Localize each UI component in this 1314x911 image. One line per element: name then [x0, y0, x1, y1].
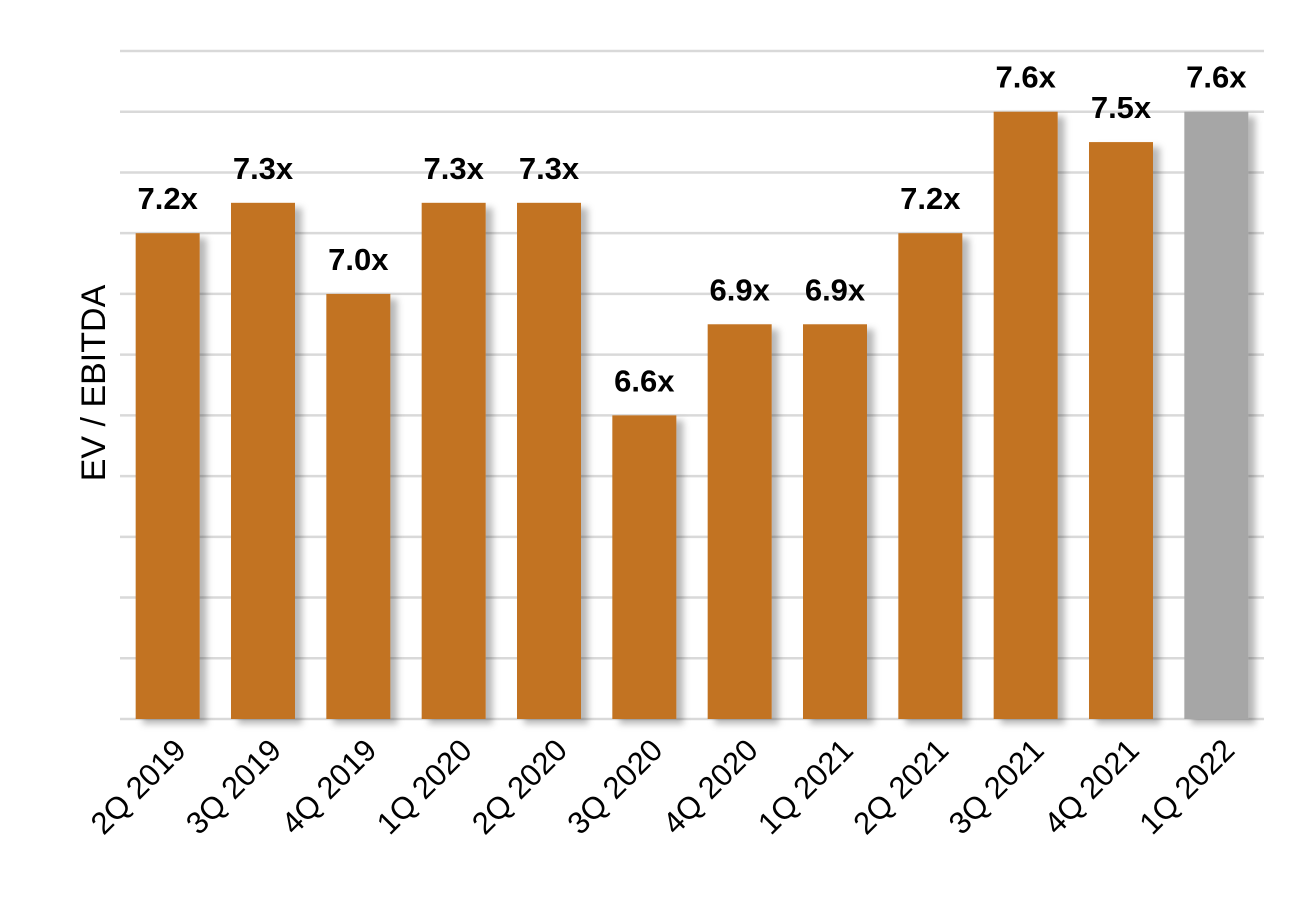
x-tick-label: 3Q 2021: [942, 732, 1051, 841]
x-tick-label: 4Q 2019: [274, 732, 383, 841]
data-labels: 7.2x 7.3x 7.0x 7.3x 7.3x 6.6x 6.9x 6.9x 7.2x 7.6x…: [137, 60, 1247, 399]
bars: [135, 111, 1249, 719]
data-label: 6.9x: [709, 272, 770, 307]
x-tick-label: 2Q 2019: [84, 732, 193, 841]
x-tick-label: 4Q 2020: [656, 732, 765, 841]
data-label: 7.6x: [995, 60, 1056, 95]
bar-1q-2021: [803, 324, 867, 719]
bar-4q-2020: [707, 324, 772, 719]
x-tick-label: 3Q 2019: [179, 732, 288, 841]
y-axis-title: EV / EBITDA: [75, 284, 113, 481]
bar-4q-2021: [1089, 142, 1153, 719]
data-label: 7.0x: [328, 242, 389, 277]
x-tick-label: 1Q 2020: [370, 732, 479, 841]
x-tick-label: 4Q 2021: [1037, 732, 1146, 841]
x-tick-label: 3Q 2020: [560, 732, 669, 841]
bar-2q-2020: [517, 202, 581, 719]
data-label: 7.2x: [900, 181, 961, 216]
bar-3q-2020: [612, 415, 677, 719]
data-label: 6.6x: [614, 363, 675, 398]
bar-2q-2019: [135, 233, 200, 719]
bar-1q-2020: [421, 202, 486, 719]
data-label: 7.3x: [233, 151, 294, 186]
bar-3q-2021: [993, 111, 1058, 719]
data-label: 6.9x: [805, 272, 866, 307]
data-label: 7.3x: [423, 151, 484, 186]
x-tick-label: 2Q 2020: [465, 732, 574, 841]
data-label: 7.6x: [1186, 60, 1247, 95]
x-tick-label: 1Q 2022: [1132, 732, 1241, 841]
x-tick-label: 2Q 2021: [846, 732, 955, 841]
x-tick-label: 1Q 2021: [751, 732, 860, 841]
gridlines: [120, 49, 1264, 721]
bar-2q-2021: [898, 233, 963, 719]
data-label: 7.2x: [137, 181, 198, 216]
data-label: 7.3x: [519, 151, 580, 186]
data-label: 7.5x: [1091, 90, 1152, 125]
bar-4q-2019: [326, 293, 391, 719]
bar-1q-2022: [1184, 111, 1249, 719]
bar-3q-2019: [231, 202, 295, 719]
